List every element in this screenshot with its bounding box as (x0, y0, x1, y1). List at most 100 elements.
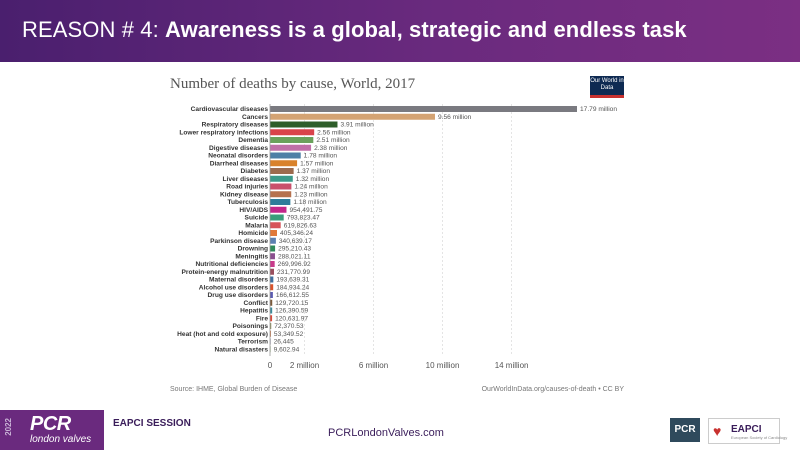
category-label: Fire (256, 315, 268, 322)
value-label: 295,210.43 (278, 246, 311, 253)
bar (270, 261, 275, 267)
footer-year: 2022 (4, 418, 13, 436)
category-label: HIV/AIDS (239, 207, 268, 214)
value-label: 405,346.24 (280, 230, 313, 237)
value-label: 1.23 million (294, 191, 328, 198)
bar (270, 183, 292, 190)
pcr-logo: PCR (670, 418, 700, 442)
title-bar: REASON # 4: Awareness is a global, strat… (0, 0, 800, 62)
chart-source: Source: IHME, Global Burden of Disease (170, 386, 298, 393)
category-label: Meningitis (235, 253, 268, 260)
bar (270, 276, 274, 283)
x-tick-label: 0 (268, 361, 273, 370)
category-label: Diabetes (241, 168, 269, 175)
value-label: 1.32 million (296, 176, 330, 183)
value-label: 2.38 million (314, 145, 348, 152)
footer (0, 410, 800, 450)
bar (270, 245, 276, 252)
slide-title-main: Awareness is a global, strategic and end… (165, 17, 687, 42)
category-label: Drug use disorders (208, 292, 269, 299)
footer-brand-logo: PCR (30, 413, 71, 435)
x-tick-label: 10 million (426, 361, 460, 370)
value-label: 3.91 million (340, 122, 374, 129)
footer-session-label: EAPCI SESSION (113, 418, 191, 429)
category-label: Terrorism (238, 339, 268, 346)
category-label: Homicide (238, 230, 268, 237)
value-label: 1.18 million (293, 199, 327, 206)
value-label: 129,720.15 (275, 300, 308, 307)
value-label: 166,612.55 (276, 292, 309, 299)
x-tick-label: 2 million (290, 361, 319, 370)
category-label: Nutritional deficiencies (195, 261, 268, 268)
value-label: 193,639.31 (276, 277, 309, 284)
category-label: Drowning (238, 246, 268, 253)
bar (270, 144, 312, 151)
bar (270, 284, 274, 291)
bar (270, 315, 273, 322)
x-tick-label: 6 million (359, 361, 388, 370)
value-label: 72,370.53 (274, 323, 304, 330)
value-label: 269,996.92 (278, 261, 311, 268)
value-label: 1.24 million (294, 184, 328, 191)
category-label: Protein-energy malnutrition (182, 269, 268, 276)
category-label: Tuberculosis (227, 199, 268, 206)
bar (270, 299, 273, 306)
bar (270, 214, 284, 221)
bar (270, 307, 273, 314)
value-label: 53,349.52 (274, 331, 304, 338)
bar (270, 268, 274, 275)
bar (270, 168, 294, 174)
value-label: 1.37 million (297, 168, 331, 175)
category-label: Natural disasters (214, 346, 268, 353)
value-label: 26,445 (274, 339, 295, 346)
value-label: 1.78 million (304, 153, 338, 160)
x-tick-label: 14 million (495, 361, 529, 370)
bar (270, 323, 272, 329)
value-label: 231,770.99 (277, 269, 310, 276)
bar (270, 137, 314, 143)
slide-title: REASON # 4: Awareness is a global, strat… (22, 17, 687, 43)
bar (270, 206, 287, 213)
category-label: Digestive diseases (209, 145, 268, 152)
category-label: Parkinson disease (210, 238, 268, 245)
category-label: Road injuries (226, 184, 268, 191)
category-label: Poisonings (232, 323, 268, 330)
category-label: Cancers (242, 114, 268, 121)
bar (270, 199, 291, 205)
value-label: 340,639.17 (279, 238, 312, 245)
value-label: 1.57 million (300, 160, 334, 167)
category-label: Lower respiratory infections (179, 129, 268, 136)
category-label: Alcohol use disorders (199, 284, 269, 291)
value-label: 126,390.59 (275, 308, 308, 315)
category-label: Respiratory diseases (202, 122, 269, 129)
category-label: Hepatitis (240, 308, 268, 315)
value-label: 9,602.94 (274, 346, 300, 353)
eapci-logo: ♥ EAPCI European Society of Cardiology (708, 418, 787, 444)
bar (270, 129, 315, 136)
value-label: 793,823.47 (287, 215, 320, 222)
bar (270, 152, 301, 159)
value-label: 9.56 million (438, 114, 472, 121)
heart-icon: ♥ (713, 423, 722, 439)
category-label: Conflict (243, 300, 268, 307)
category-label: Maternal disorders (209, 277, 268, 284)
footer-brand-sub: london valves (30, 434, 92, 445)
chart-source-link: OurWorldInData.org/causes-of-death • CC … (481, 386, 624, 393)
category-label: Suicide (245, 215, 269, 222)
slide-title-prefix: REASON # 4: (22, 17, 166, 42)
bar (270, 121, 338, 128)
bar (270, 113, 435, 120)
category-label: Dementia (238, 137, 268, 144)
category-label: Diarrheal diseases (210, 160, 269, 167)
category-label: Malaria (245, 222, 268, 229)
owid-logo: Our World in Data (590, 76, 624, 98)
eapci-logo-sub: European Society of Cardiology (731, 435, 788, 440)
category-label: Neonatal disorders (208, 153, 268, 160)
value-label: 954,491.75 (289, 207, 322, 214)
bar (270, 106, 577, 112)
value-label: 2.56 million (317, 129, 351, 136)
value-label: 184,934.24 (276, 284, 309, 291)
bar (270, 175, 293, 182)
